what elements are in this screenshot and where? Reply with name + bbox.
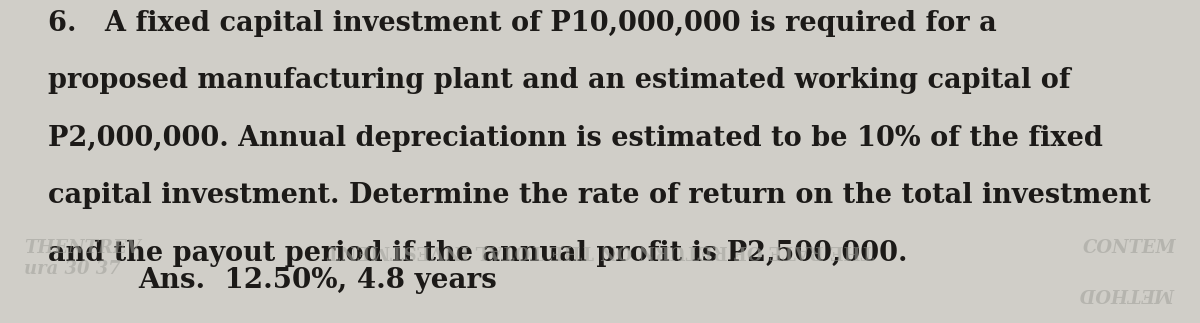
Text: Ans.  12.50%, 4.8 years: Ans. 12.50%, 4.8 years <box>138 267 497 294</box>
Text: proposed manufacturing plant and an estimated working capital of: proposed manufacturing plant and an esti… <box>48 67 1070 94</box>
Text: capital investment. Determine the rate of return on the total investment: capital investment. Determine the rate o… <box>48 182 1151 209</box>
Text: THE RATE OF RETURN ON THE TOTAL INVESTMENT: THE RATE OF RETURN ON THE TOTAL INVESTME… <box>326 241 874 259</box>
Text: CONTEM: CONTEM <box>1082 239 1176 257</box>
Text: and the payout period if the annual profit is P2,500,000.: and the payout period if the annual prof… <box>48 240 907 267</box>
Text: P2,000,000. Annual depreciationn is estimated to be 10% of the fixed: P2,000,000. Annual depreciationn is esti… <box>48 125 1103 152</box>
Text: THENTREV
ura 30 37: THENTREV ura 30 37 <box>24 239 140 278</box>
Text: 6.   A fixed capital investment of P10,000,000 is required for a: 6. A fixed capital investment of P10,000… <box>48 10 997 37</box>
Text: METHOD: METHOD <box>1081 284 1176 302</box>
